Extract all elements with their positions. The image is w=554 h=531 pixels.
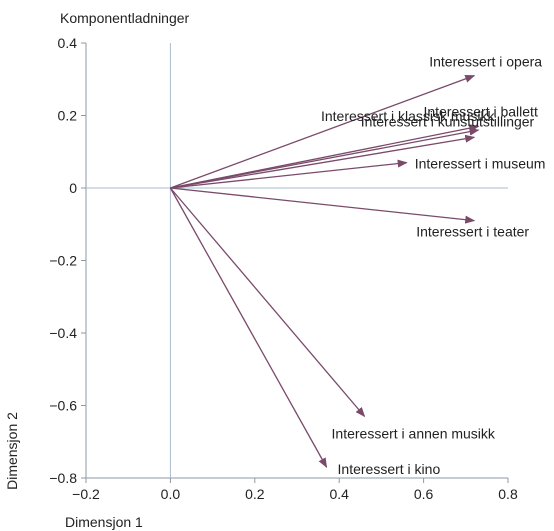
vector-label: Interessert i klassisk musikk bbox=[321, 108, 495, 124]
x-tick-label: 0.2 bbox=[245, 486, 265, 502]
y-tick-label: −0.2 bbox=[49, 253, 77, 269]
x-tick-label: −0.2 bbox=[72, 486, 100, 502]
x-tick-label: 0.4 bbox=[329, 486, 349, 502]
reference-lines bbox=[86, 43, 508, 478]
y-tick-label: 0.4 bbox=[58, 35, 78, 51]
chart-title: Komponentladninger bbox=[60, 10, 190, 26]
x-tick-label: 0.6 bbox=[414, 486, 434, 502]
loading-vectors bbox=[169, 74, 480, 468]
x-axis-ticks: −0.2 0.0 0.2 0.4 0.6 0.8 bbox=[72, 478, 518, 502]
loading-vector bbox=[170, 74, 476, 189]
y-tick-label: −0.8 bbox=[49, 470, 77, 486]
y-axis-title: Dimensjon 2 bbox=[4, 412, 20, 490]
y-tick-label: 0.2 bbox=[58, 108, 78, 124]
vector-label: Interessert i opera bbox=[429, 54, 542, 70]
y-tick-label: 0 bbox=[69, 180, 77, 196]
vector-label: Interessert i museum bbox=[415, 156, 546, 172]
vector-label: Interessert i annen musikk bbox=[332, 425, 496, 441]
loading-vector bbox=[170, 187, 476, 224]
loading-vector bbox=[169, 187, 366, 418]
x-tick-label: 0.0 bbox=[161, 486, 181, 502]
loading-vector bbox=[170, 159, 408, 189]
loading-vector bbox=[170, 134, 476, 189]
y-tick-label: −0.6 bbox=[49, 398, 77, 414]
y-axis-ticks: 0.4 0.2 0 −0.2 −0.4 −0.6 −0.8 bbox=[49, 35, 86, 486]
vector-label: Interessert i kino bbox=[338, 461, 441, 477]
y-tick-label: −0.4 bbox=[49, 325, 77, 341]
vector-label: Interessert i teater bbox=[416, 224, 529, 240]
x-axis-title: Dimensjon 1 bbox=[65, 514, 143, 530]
loading-vector bbox=[169, 187, 328, 468]
loading-vector bbox=[170, 127, 480, 189]
vector-label: Interessert i kunstutstillinger bbox=[361, 113, 535, 129]
x-tick-label: 0.8 bbox=[498, 486, 518, 502]
vector-label: Interessert i ballett bbox=[423, 103, 537, 119]
vector-labels: Interessert i opera Interessert i ballett… bbox=[321, 54, 545, 478]
